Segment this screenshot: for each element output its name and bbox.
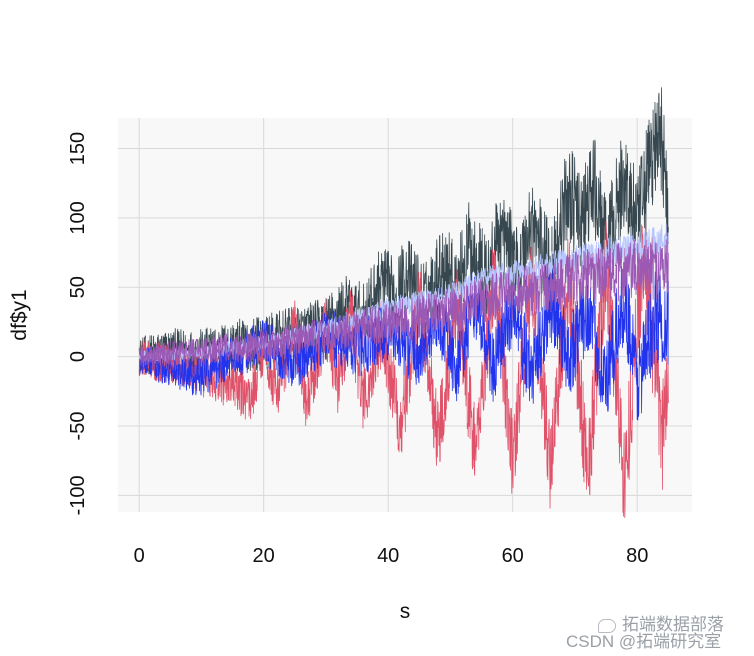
y-tick-label: -100 [67,475,89,515]
x-tick-label: 40 [377,545,399,567]
y-tick-label: 100 [67,201,89,234]
y-tick-label: -50 [67,412,89,441]
series-line-5 [138,234,669,367]
y-axis-title: df$y1 [8,289,31,340]
series-line-2 [138,213,669,518]
y-tick-label: 50 [67,276,89,298]
x-tick-label: 20 [253,545,275,567]
watermark-line1: 拓端数据部落 [622,615,724,634]
watermark-bottom: CSDN @拓端研究室 [566,627,721,652]
x-tick-label: 80 [626,545,648,567]
ticks: 0 20 40 60 80 -100 -50 0 50 100 150 [67,132,648,567]
y-tick-label: 0 [67,351,89,362]
watermark-top: 拓端数据部落 [598,610,724,635]
series-group [138,87,669,518]
axis-labels: s df$y1 [8,289,410,623]
y-tick-label: 150 [67,132,89,165]
chat-bubble-icon [598,618,616,633]
series-line-3 [138,264,669,421]
series-line-4 [138,223,669,362]
x-tick-label: 60 [502,545,524,567]
x-tick-label: 0 [134,545,145,567]
x-axis-title: s [400,600,411,623]
watermark-line2: CSDN @拓端研究室 [566,632,722,651]
